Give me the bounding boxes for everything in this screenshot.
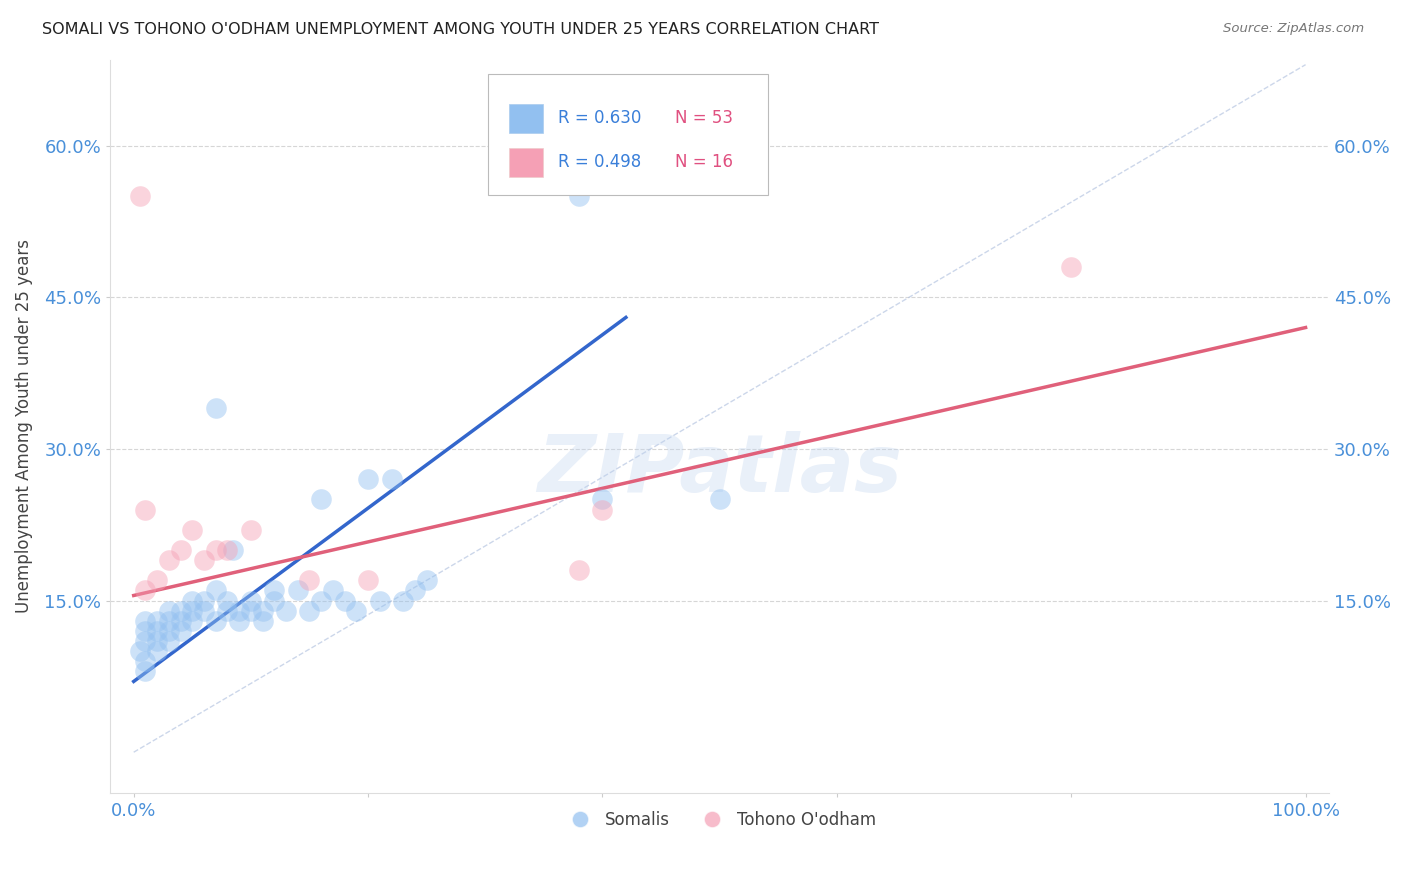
Point [204, 401, 226, 416]
Point [169, 614, 191, 628]
FancyBboxPatch shape [509, 147, 543, 177]
Point [193, 604, 215, 618]
Point [333, 593, 356, 607]
Point [181, 593, 204, 607]
Point [591, 492, 613, 507]
Point [181, 614, 204, 628]
Point [415, 574, 437, 588]
Point [309, 492, 332, 507]
Point [228, 604, 250, 618]
Point [181, 523, 204, 537]
Text: R = 0.630: R = 0.630 [558, 109, 641, 128]
Legend: Somalis, Tohono O'odham: Somalis, Tohono O'odham [557, 805, 883, 836]
Text: SOMALI VS TOHONO O'ODHAM UNEMPLOYMENT AMONG YOUTH UNDER 25 YEARS CORRELATION CHA: SOMALI VS TOHONO O'ODHAM UNEMPLOYMENT AM… [42, 22, 879, 37]
Point [157, 624, 180, 638]
Point [193, 593, 215, 607]
Point [404, 583, 426, 598]
Point [252, 604, 274, 618]
Point [380, 472, 402, 486]
Point [222, 543, 245, 558]
Point [134, 502, 156, 516]
Point [134, 665, 156, 679]
Point [217, 543, 239, 558]
Text: R = 0.498: R = 0.498 [558, 153, 641, 171]
Point [146, 634, 169, 648]
Text: N = 53: N = 53 [675, 109, 733, 128]
FancyBboxPatch shape [509, 103, 543, 133]
Point [134, 583, 156, 598]
Point [157, 614, 180, 628]
Point [181, 604, 204, 618]
Point [157, 553, 180, 567]
Point [169, 624, 191, 638]
Point [157, 634, 180, 648]
Point [128, 644, 150, 658]
Point [568, 563, 591, 577]
Point [252, 614, 274, 628]
Point [322, 583, 344, 598]
Text: Source: ZipAtlas.com: Source: ZipAtlas.com [1223, 22, 1364, 36]
Point [274, 604, 297, 618]
Point [298, 574, 321, 588]
Point [169, 543, 191, 558]
Point [146, 574, 169, 588]
Point [146, 614, 169, 628]
Point [239, 523, 262, 537]
Point [392, 593, 415, 607]
Point [298, 604, 321, 618]
Point [228, 614, 250, 628]
Point [239, 593, 262, 607]
Point [368, 593, 391, 607]
Point [157, 604, 180, 618]
Point [263, 583, 285, 598]
FancyBboxPatch shape [488, 74, 769, 195]
Point [134, 654, 156, 668]
Y-axis label: Unemployment Among Youth under 25 years: Unemployment Among Youth under 25 years [15, 239, 32, 613]
Point [217, 593, 239, 607]
Text: N = 16: N = 16 [675, 153, 733, 171]
Point [709, 492, 731, 507]
Point [134, 624, 156, 638]
Point [357, 574, 380, 588]
Point [134, 614, 156, 628]
Point [591, 502, 613, 516]
Point [204, 543, 226, 558]
Point [287, 583, 309, 598]
Point [193, 553, 215, 567]
Point [134, 634, 156, 648]
Point [204, 614, 226, 628]
Point [146, 624, 169, 638]
Text: ZIPatlas: ZIPatlas [537, 431, 903, 509]
Point [568, 189, 591, 203]
Point [128, 189, 150, 203]
Point [204, 583, 226, 598]
Point [169, 604, 191, 618]
Point [344, 604, 367, 618]
Point [1060, 260, 1083, 274]
Point [263, 593, 285, 607]
Point [309, 593, 332, 607]
Point [357, 472, 380, 486]
Point [146, 644, 169, 658]
Point [239, 604, 262, 618]
Point [217, 604, 239, 618]
